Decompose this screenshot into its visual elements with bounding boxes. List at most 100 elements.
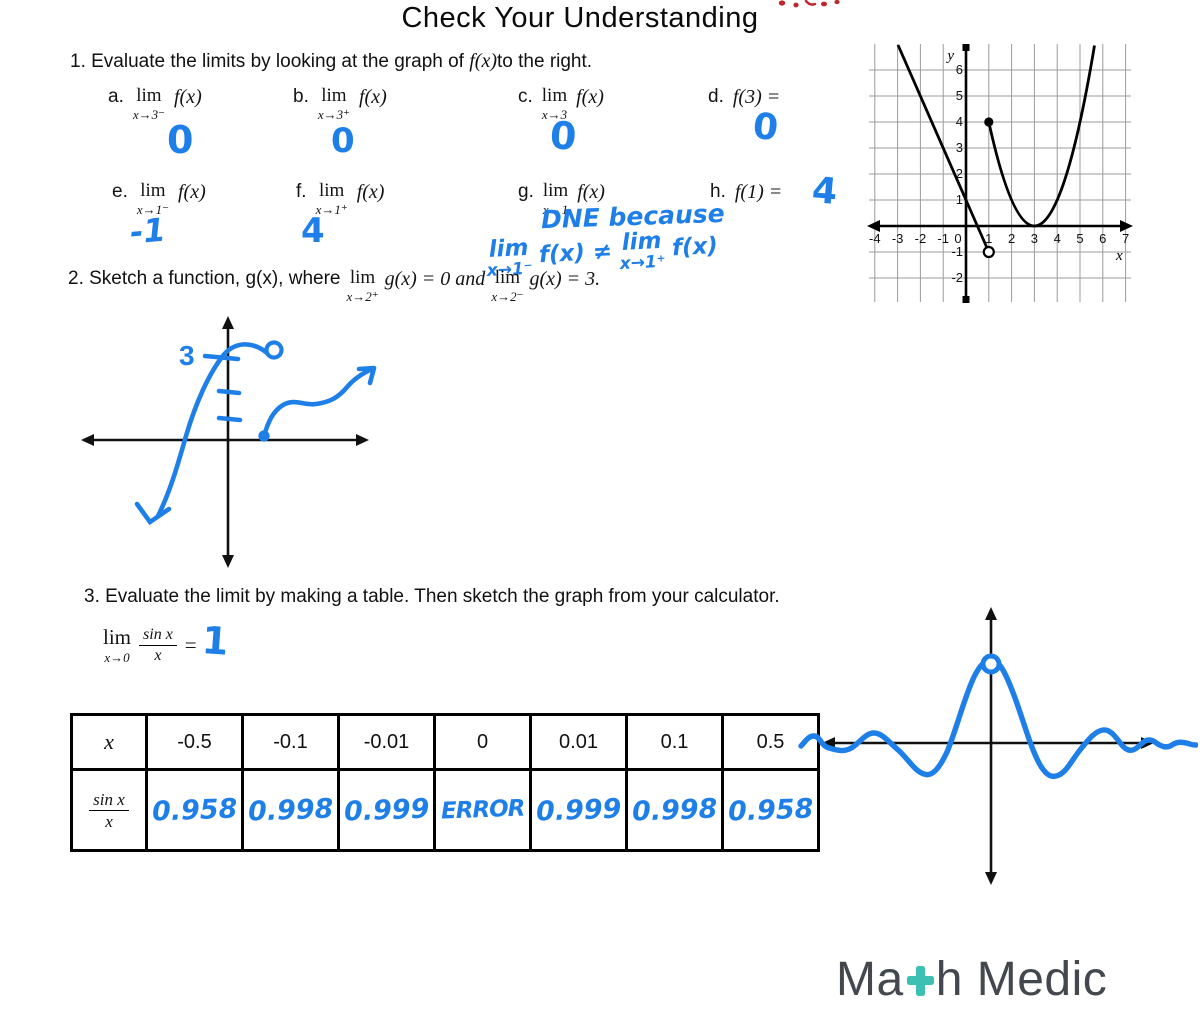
- math-medic-logo: Ma h Medic: [836, 952, 1107, 1007]
- tick-y1: [216, 415, 243, 423]
- problem1-math: f(x): [469, 50, 497, 72]
- answer-f: 4: [301, 211, 325, 251]
- lim-notation: lim x→2⁺: [346, 267, 379, 304]
- problem1-suffix: to the right.: [497, 51, 593, 72]
- logo-text-h-medic: h Medic: [935, 953, 1108, 1006]
- equals-sign: =: [184, 633, 197, 657]
- value-cell: ERROR: [433, 768, 532, 852]
- header-cell: -0.5: [145, 713, 244, 771]
- left-arrow: [81, 434, 94, 446]
- left-branch-arrow: [134, 501, 172, 526]
- value-cell: 0.999: [529, 768, 628, 852]
- lim-notation: lim x→2⁻: [491, 267, 524, 304]
- limit-expression: f(1) =: [734, 181, 783, 203]
- header-x-cell: x: [70, 713, 148, 771]
- math-expression: g(x) = 3.: [529, 268, 601, 290]
- up-arrow: [985, 607, 997, 620]
- svg-text:3: 3: [1031, 231, 1038, 246]
- value-cell: 0.999: [337, 768, 436, 852]
- up-arrow: [222, 316, 234, 329]
- fx-graph: -4 -3 -2 -1 0 1 2 3 4 5 6 7 6 5 4 3 2 1 …: [867, 44, 1133, 303]
- svg-text:1: 1: [956, 192, 963, 207]
- header-cell: 0.01: [529, 713, 628, 771]
- hand-lim-right: lim x→1⁺: [619, 227, 667, 275]
- limit-expression: f(x): [178, 181, 206, 203]
- limit-expression: f(x): [356, 181, 385, 203]
- y-axis-label: y: [945, 48, 954, 64]
- closed-point-2-0: [258, 430, 270, 442]
- answer-e: -1: [128, 210, 168, 252]
- limit-item-g: g. lim x→1 f(x): [518, 181, 605, 216]
- value-cell: 0.998: [241, 768, 340, 852]
- tick-y2: [216, 388, 242, 396]
- x-axis-right-arrow: [1120, 220, 1133, 232]
- item-label: d.: [708, 86, 724, 107]
- lim-notation: lim x→3: [541, 85, 568, 122]
- svg-text:5: 5: [1076, 231, 1083, 246]
- svg-text:-2: -2: [951, 270, 963, 285]
- svg-text:-1: -1: [951, 244, 963, 259]
- hand-ink: [134, 342, 377, 526]
- row-label-cell: sin x x: [70, 768, 148, 852]
- limit-item-b: b. lim x→3⁺ f(x): [293, 86, 387, 121]
- answer-b: 0: [331, 121, 355, 161]
- answer-h: 4: [810, 169, 839, 214]
- right-branch-curve: [261, 366, 375, 439]
- svg-text:-1: -1: [937, 231, 949, 246]
- g-sketch-graph: 3: [81, 316, 377, 568]
- sinc-sketch-graph: [798, 607, 1198, 885]
- svg-text:3: 3: [956, 140, 963, 155]
- answer-c: 0: [548, 113, 578, 159]
- lim-notation: lim x→0: [103, 625, 132, 665]
- limit-item-f: f. lim x→1⁺ f(x): [296, 181, 384, 216]
- math-expression: g(x) = 0 and: [384, 268, 486, 290]
- lim-notation: lim x→1⁻: [136, 180, 169, 217]
- item-label: h.: [710, 181, 726, 202]
- hand-tail: f(x): [671, 232, 719, 262]
- problem2-lead: 2. Sketch a function, g(x), where: [68, 268, 341, 289]
- svg-text:-3: -3: [892, 231, 904, 246]
- limit-item-h: h. f(1) =: [710, 181, 782, 204]
- value-cell: 0.958: [145, 768, 244, 852]
- svg-text:7: 7: [1122, 231, 1129, 246]
- limit-item-a: a. lim x→3⁻ f(x): [108, 86, 202, 121]
- sinx-over-x-fraction: sin x x: [139, 627, 177, 664]
- problem3-text: 3. Evaluate the limit by making a table.…: [84, 586, 780, 607]
- grid-lines: [869, 44, 1131, 302]
- y-axis-bottom-cap: [962, 296, 970, 303]
- lim-notation: lim x→3⁺: [317, 85, 350, 122]
- limit-expression: f(x): [576, 86, 604, 108]
- svg-text:6: 6: [1099, 231, 1106, 246]
- item-label: a.: [108, 86, 124, 107]
- axes: [867, 44, 1133, 303]
- answer-a: 0: [167, 118, 194, 162]
- answer-d: 0: [750, 105, 781, 150]
- item-label: f.: [296, 181, 307, 202]
- problem1-lead: 1. Evaluate the limits by looking at the…: [70, 51, 464, 72]
- svg-text:0: 0: [954, 231, 961, 246]
- table-value-row: sin x x 0.958 0.998 0.999 ERROR 0.999 0.…: [70, 768, 820, 852]
- y-tick-labels: 6 5 4 3 2 1 -1 -2: [951, 62, 963, 285]
- down-arrow: [985, 872, 997, 885]
- left-branch-curve: [155, 342, 270, 519]
- lim-notation: lim x→1: [542, 180, 569, 217]
- closed-point-1-4: [984, 117, 994, 127]
- svg-text:4: 4: [956, 114, 963, 129]
- table-header-row: x -0.5 -0.1 -0.01 0 0.01 0.1 0.5: [70, 713, 820, 771]
- svg-text:2: 2: [956, 166, 963, 181]
- item-label: e.: [112, 181, 128, 202]
- down-arrow: [222, 555, 234, 568]
- value-cell: 0.958: [721, 768, 820, 852]
- header-cell: 0: [433, 713, 532, 771]
- right-branch-arrow: [356, 365, 377, 386]
- svg-text:6: 6: [956, 62, 963, 77]
- open-point-hole-at-0: [980, 653, 1002, 675]
- limit-expression: f(x): [577, 181, 605, 203]
- value-cell: 0.998: [625, 768, 724, 852]
- svg-text:-4: -4: [869, 231, 881, 246]
- limit-item-d: d. f(3) =: [708, 86, 780, 109]
- problem2-text: 2. Sketch a function, g(x), where lim x→2…: [68, 268, 600, 303]
- sketch-y3-label: 3: [179, 340, 195, 371]
- sketch-axes: [91, 326, 359, 558]
- svg-text:5: 5: [956, 88, 963, 103]
